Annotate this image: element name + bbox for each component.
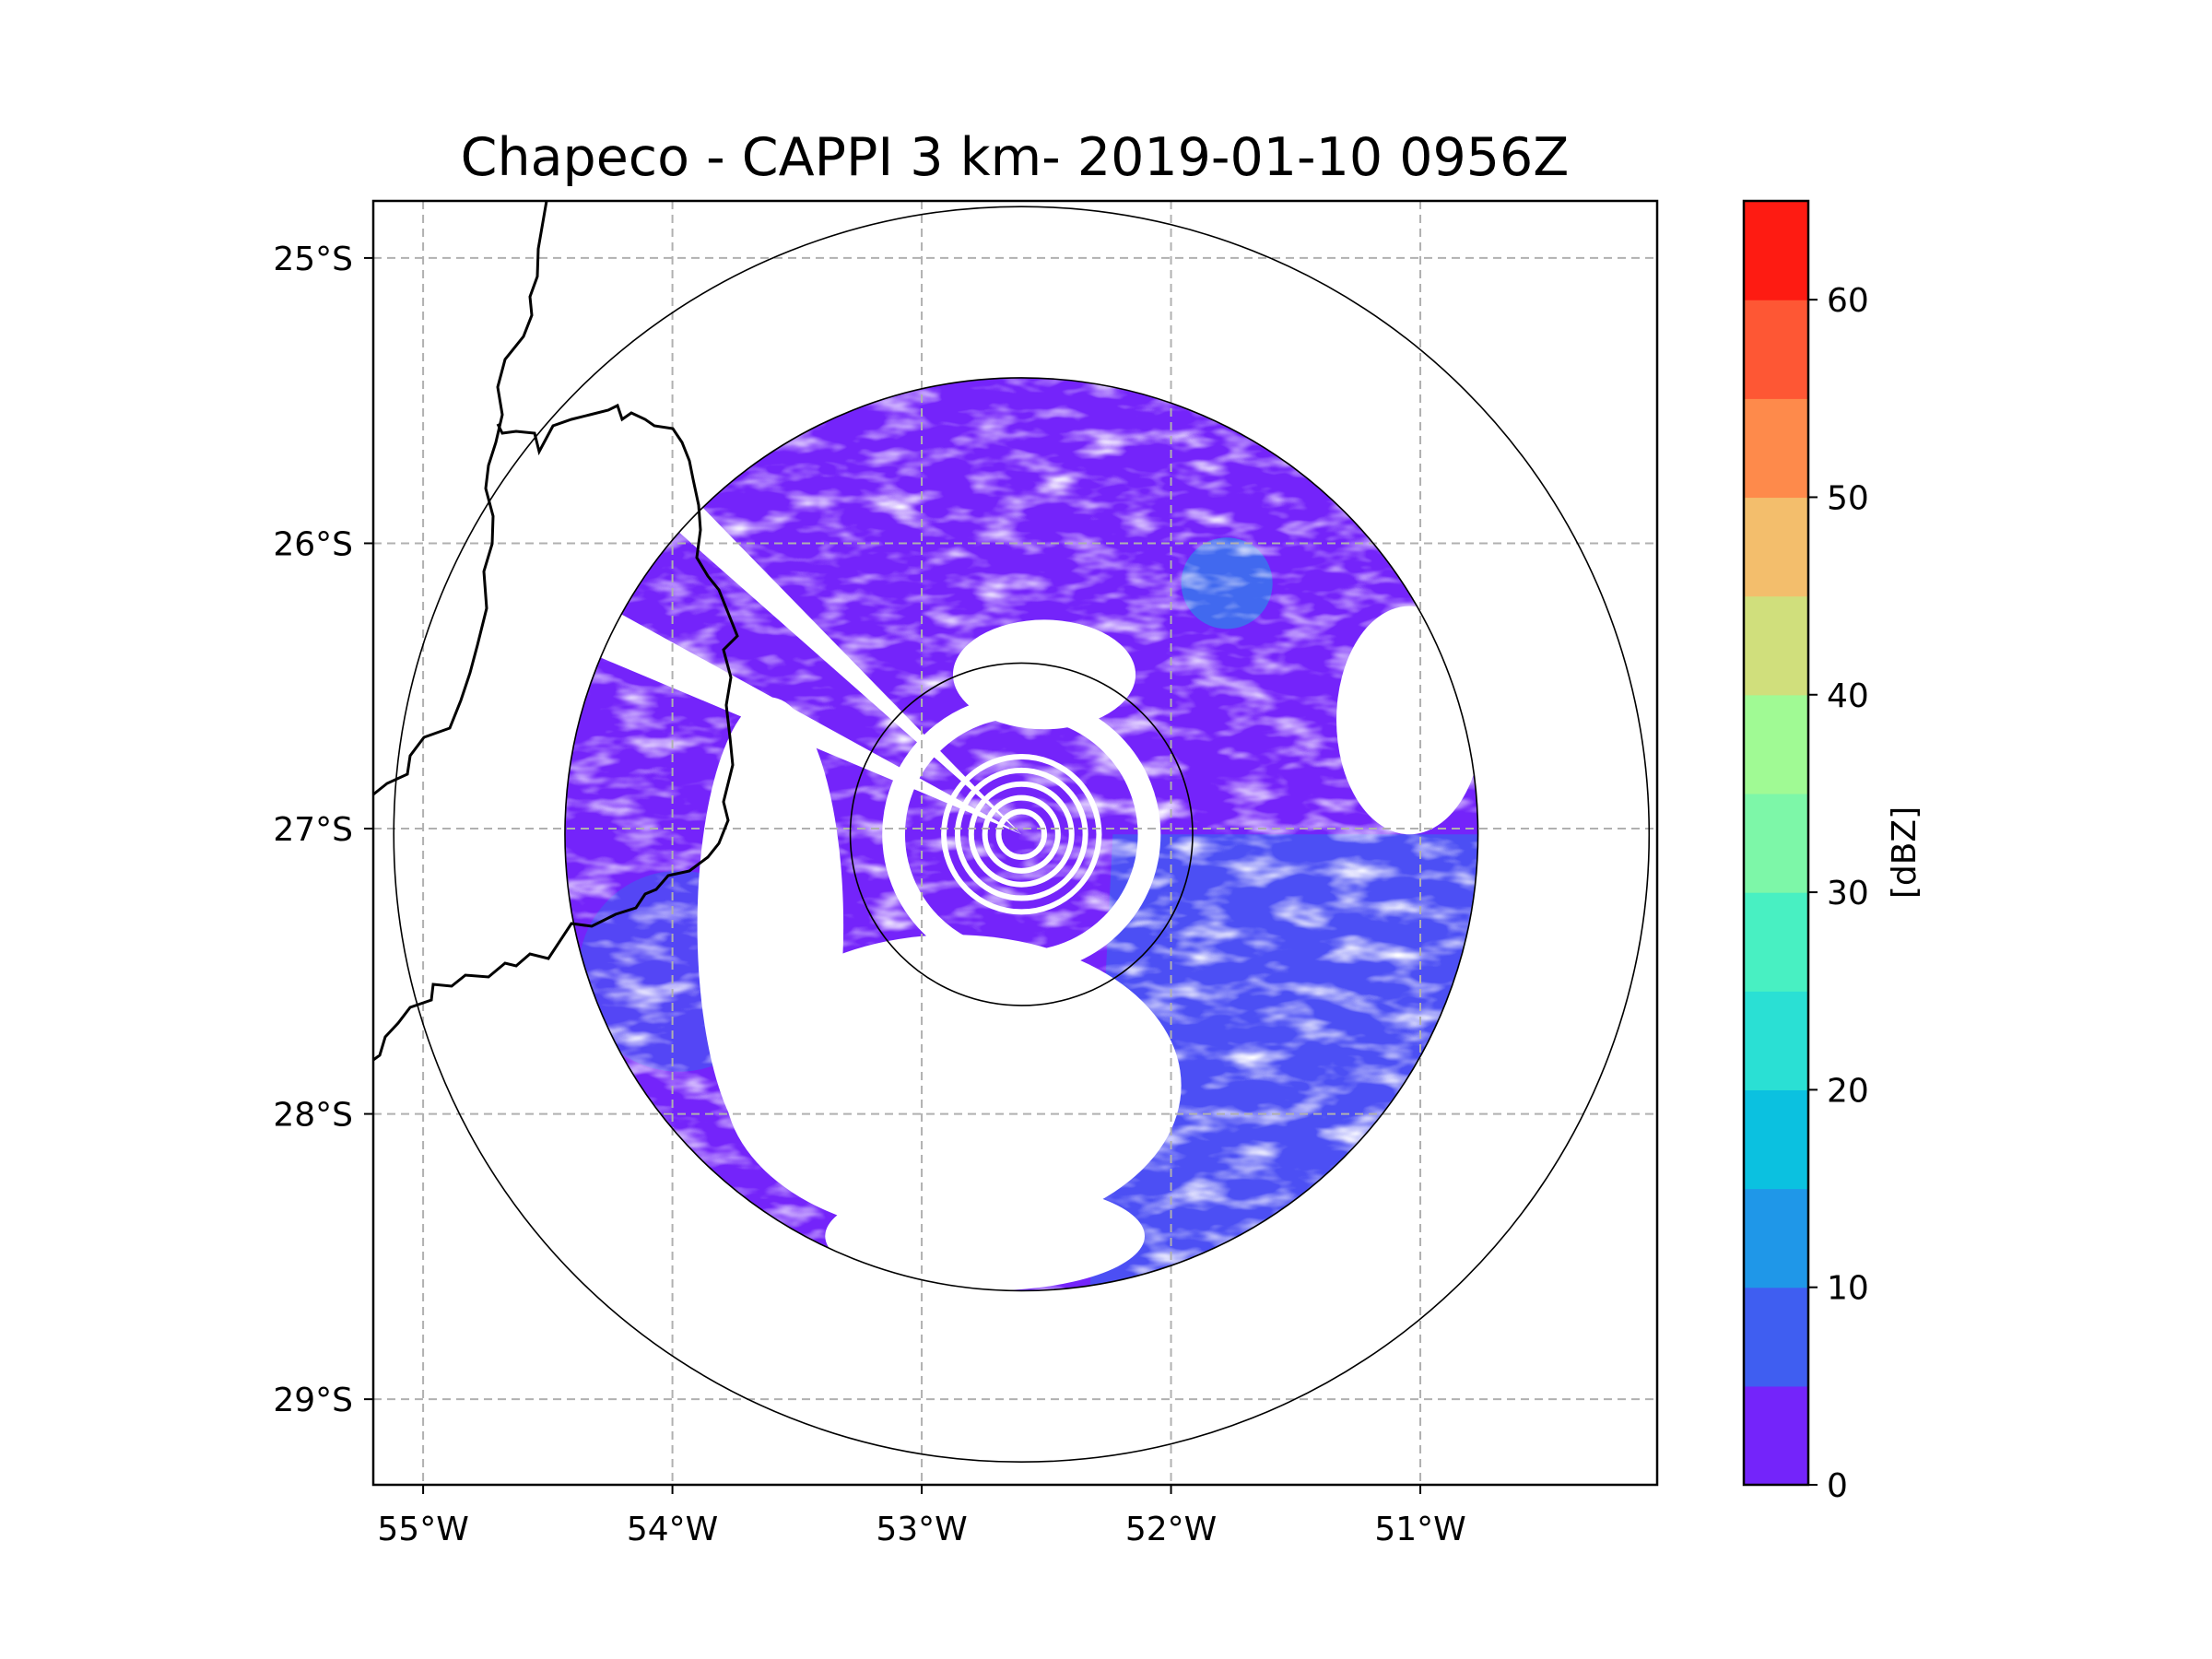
colorbar-segment	[1744, 1089, 1808, 1190]
x-tick-label: 52°W	[1125, 1511, 1217, 1548]
colorbar-tick-label: 30	[1827, 875, 1869, 912]
x-tick-label: 55°W	[377, 1511, 468, 1548]
map-area	[373, 201, 1657, 1485]
colorbar-frame	[1742, 199, 1810, 1487]
colorbar-segment	[1744, 991, 1808, 1090]
colorbar-segment	[1744, 1287, 1808, 1387]
echo-speckle	[564, 377, 1478, 1291]
state-border-line	[373, 201, 548, 796]
international-border-line	[373, 403, 739, 1062]
colorbar-tick-label: 10	[1827, 1270, 1869, 1308]
colorbar-tick-label: 40	[1827, 677, 1869, 715]
colorbar-tick-label: 20	[1827, 1072, 1869, 1110]
colorbar-segment	[1744, 1188, 1808, 1288]
graticule-grid	[373, 201, 1657, 1485]
range-ring	[564, 377, 1479, 1292]
colorbar-tick-label: 60	[1827, 282, 1869, 320]
range-rings	[393, 206, 1651, 1464]
colorbar-segment	[1744, 1385, 1808, 1486]
colorbar-segment	[1744, 201, 1808, 300]
colorbar-tick-label: 0	[1827, 1467, 1848, 1505]
map-frame	[371, 199, 1659, 1487]
colorbar-tick-label: 50	[1827, 479, 1869, 517]
range-ring	[849, 662, 1194, 1006]
reflectivity-echoes	[564, 377, 1478, 1291]
y-tick-label: 29°S	[273, 1382, 353, 1419]
x-tick-label: 54°W	[627, 1511, 718, 1548]
y-tick-label: 27°S	[273, 811, 353, 849]
colorbar-segment	[1744, 497, 1808, 597]
x-tick-label: 51°W	[1374, 1511, 1465, 1548]
colorbar-segment	[1744, 300, 1808, 399]
chart-title: Chapeco - CAPPI 3 km- 2019-01-10 0956Z	[461, 127, 1570, 188]
x-tick-label: 53°W	[876, 1511, 967, 1548]
colorbar-segment	[1744, 793, 1808, 893]
y-tick-label: 26°S	[273, 525, 353, 563]
colorbar-segment	[1744, 595, 1808, 696]
colorbar-segment	[1744, 398, 1808, 499]
colorbar-label: [dBZ]	[1886, 806, 1924, 899]
y-tick-label: 25°S	[273, 241, 353, 278]
range-ring	[393, 206, 1651, 1464]
colorbar-segment	[1744, 694, 1808, 794]
colorbar: 0 10 20 30 40 50 60	[1742, 199, 1869, 1505]
axis-ticks: 55°W 54°W 53°W 52°W 51°W 25°S 26°S 27°S 28°S 29°S	[273, 241, 1465, 1548]
colorbar-segment	[1744, 892, 1808, 992]
y-tick-label: 28°S	[273, 1097, 353, 1135]
